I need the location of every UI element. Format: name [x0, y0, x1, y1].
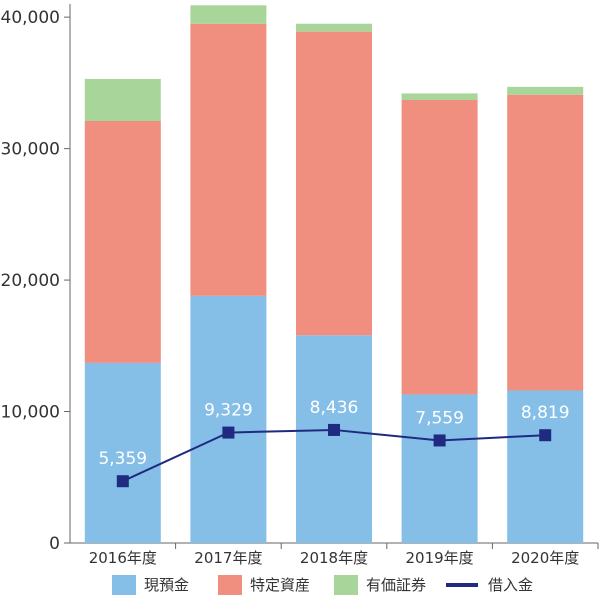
legend-label: 有価証券 [366, 576, 426, 594]
bar-segment [296, 31, 372, 336]
bar-segment [84, 362, 161, 543]
legend-swatch [112, 575, 136, 595]
legend-label: 借入金 [488, 576, 533, 594]
y-tick-label: 30,000 [1, 140, 60, 160]
line-data-label: 8,436 [310, 398, 359, 418]
bar-segment [507, 86, 584, 95]
y-tick-label: 10,000 [1, 403, 60, 423]
line-point-marker [116, 475, 129, 488]
bar-segment [401, 93, 478, 100]
bar-segment [296, 23, 372, 32]
axes: 0 10,000 20,000 30,000 40,000 2016年度 2017年度 201… [1, 4, 599, 567]
bar-segment [84, 121, 161, 363]
bar-segment [401, 394, 478, 543]
line-point-marker [433, 434, 446, 447]
y-tick-label: 0 [49, 534, 60, 554]
x-tick-label: 2017年度 [194, 549, 262, 567]
bar-segment [401, 99, 478, 395]
line-data-label: 9,329 [204, 401, 253, 421]
legend: 現預金 特定資産 有価証券 借入金 [112, 575, 533, 595]
x-tick-label: 2018年度 [300, 549, 368, 567]
line-data-label: 7,559 [415, 408, 464, 428]
line-data-label: 5,359 [98, 449, 147, 469]
x-tick-label: 2016年度 [89, 549, 157, 567]
legend-label: 現預金 [144, 576, 189, 594]
x-tick-label: 2019年度 [406, 549, 474, 567]
bar-segment [507, 390, 584, 543]
y-tick-label: 20,000 [1, 271, 60, 291]
line-point-marker [328, 423, 340, 436]
x-tick-label: 2020年度 [511, 549, 579, 567]
bars [84, 5, 584, 543]
y-tick-label: 40,000 [1, 8, 60, 28]
legend-swatch [334, 575, 358, 595]
line-data-label: 8,819 [521, 403, 570, 423]
legend-swatch [218, 575, 242, 595]
bar-segment [507, 94, 584, 391]
line-point-marker [222, 426, 235, 439]
bar-segment [296, 335, 372, 543]
legend-label: 特定資産 [250, 576, 310, 594]
bar-segment [190, 295, 267, 543]
bar-segment [190, 5, 267, 24]
bar-segment [190, 23, 267, 296]
data-labels: 5,359 9,329 8,436 7,559 8,819 [98, 398, 569, 469]
bar-segment [84, 78, 161, 122]
line-point-marker [539, 429, 552, 442]
line-series [116, 423, 552, 488]
